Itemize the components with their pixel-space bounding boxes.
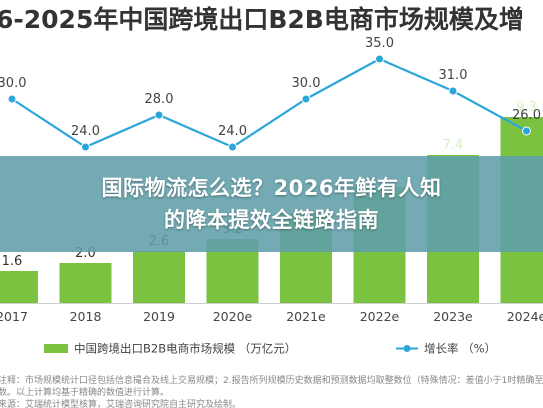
bar-2019	[133, 251, 185, 303]
growth-point-2018	[81, 142, 90, 152]
x-tick-label-2019: 2019	[143, 309, 175, 324]
growth-line-layer: 30.0 24.0 28.0 24.0 30.0 35.0 31.0 26.0	[0, 36, 541, 152]
growth-value-label-2019: 28.0	[145, 92, 174, 107]
x-tick-label-2020e: 2020e	[213, 309, 253, 324]
legend-bar-swatch	[44, 344, 68, 353]
bar-2017	[0, 271, 38, 303]
growth-point-2023e	[448, 86, 458, 96]
x-tick-label-2017: 2017	[0, 309, 28, 324]
growth-value-label-2018: 24.0	[71, 124, 100, 139]
legend: 中国跨境出口B2B电商市场规模 （万亿元） 增长率 （%）	[44, 342, 496, 356]
growth-point-2021e	[301, 94, 311, 104]
growth-point-2017	[7, 94, 17, 104]
legend-line-label: 增长率 （%）	[424, 342, 496, 356]
bar-value-label-2017: 1.6	[2, 254, 23, 269]
growth-value-label-2022e: 35.0	[365, 36, 394, 51]
x-axis: 2017 2018 2019 2020e 2021e 2022e 2023e 2024e	[0, 303, 543, 324]
growth-rate-line	[11, 57, 528, 149]
growth-value-label-2021e: 30.0	[292, 76, 321, 91]
bar-2018	[59, 263, 112, 303]
growth-point-2024e	[522, 126, 531, 136]
growth-value-label-2023e: 31.0	[439, 68, 468, 83]
banner-title-line-2: 的降本提效全链路指南	[164, 208, 379, 232]
source-note-line-3: 来源：艾瑞统计模型核算，艾瑞咨询研究院自主研究及绘制。	[0, 398, 241, 408]
bar-value-label-2024e: 9.3	[516, 100, 537, 115]
source-note-line-2: 数。以上计算均基于精确的数值进行计算。	[0, 386, 169, 398]
growth-value-label-2020e: 24.0	[218, 124, 247, 139]
growth-value-label-2024e: 26.0	[512, 108, 541, 123]
source-note-line-1: 注释：市场规模统计口径包括信息撮合及线上交易规模；2.报告所列规模历史数据和预测…	[0, 374, 543, 386]
growth-point-2019	[154, 110, 164, 120]
article-title-banner[interactable]: 国际物流怎么选？2026年鲜有人知 的降本提效全链路指南	[0, 156, 543, 252]
x-tick-label-2022e: 2022e	[360, 309, 400, 324]
growth-point-2020e	[228, 142, 237, 152]
x-tick-label-2018: 2018	[70, 309, 102, 324]
x-tick-label-2023e: 2023e	[433, 309, 473, 324]
x-tick-label-2024e: 2024e	[507, 309, 543, 324]
legend-bar-label: 中国跨境出口B2B电商市场规模 （万亿元）	[74, 342, 296, 356]
chart-title: 6-2025年中国跨境出口B2B电商市场规模及增	[0, 5, 524, 34]
growth-value-label-2017: 30.0	[0, 76, 26, 91]
bar-value-label-2023e: 7.4	[443, 138, 464, 153]
source-notes: 注释：市场规模统计口径包括信息撮合及线上交易规模；2.报告所列规模历史数据和预测…	[0, 374, 543, 408]
x-tick-label-2021e: 2021e	[286, 309, 326, 324]
growth-point-2022e	[375, 54, 384, 64]
banner-title-line-1: 国际物流怎么选？2026年鲜有人知	[101, 176, 442, 200]
legend-line-marker	[403, 345, 411, 352]
